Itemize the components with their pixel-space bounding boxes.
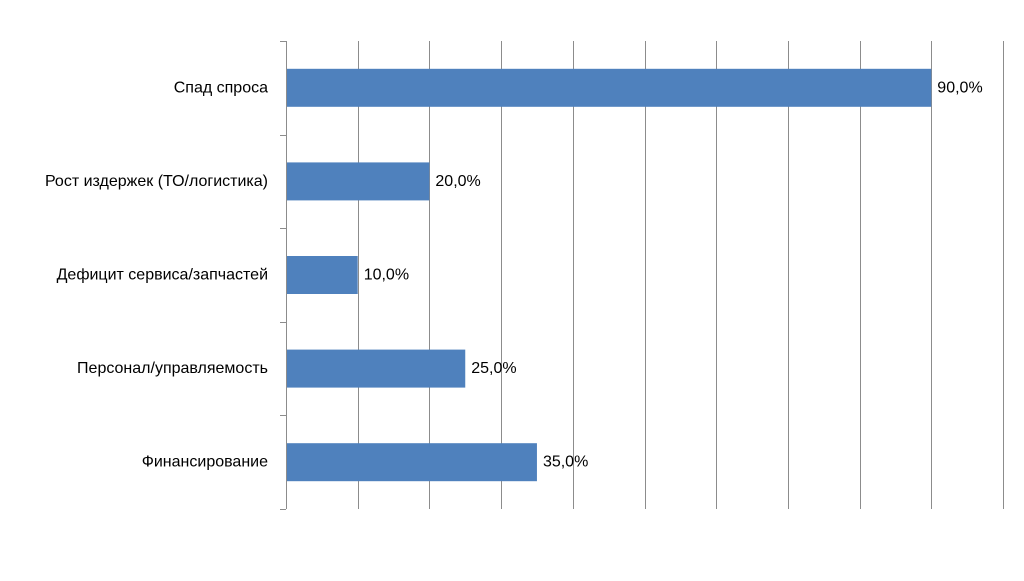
bar (287, 162, 430, 201)
bar (287, 68, 932, 107)
bar (287, 349, 466, 388)
bars (287, 68, 932, 482)
category-label: Финансирование (142, 454, 268, 471)
category-axis (280, 41, 287, 510)
data-label: 25,0% (471, 360, 516, 377)
category-label: Дефицит сервиса/запчастей (57, 267, 268, 284)
data-label: 10,0% (364, 267, 409, 284)
labels: Спад спроса 90,0% Рост издержек (ТО/логист… (45, 79, 983, 470)
category-label: Рост издержек (ТО/логистика) (45, 173, 268, 190)
bar (287, 443, 537, 482)
category-label: Спад спроса (174, 79, 268, 96)
data-label: 90,0% (937, 79, 982, 96)
bar (287, 256, 358, 294)
data-label: 35,0% (543, 454, 588, 471)
category-label: Персонал/управляемость (77, 360, 268, 377)
data-label: 20,0% (435, 173, 480, 190)
gridlines (358, 41, 1004, 509)
